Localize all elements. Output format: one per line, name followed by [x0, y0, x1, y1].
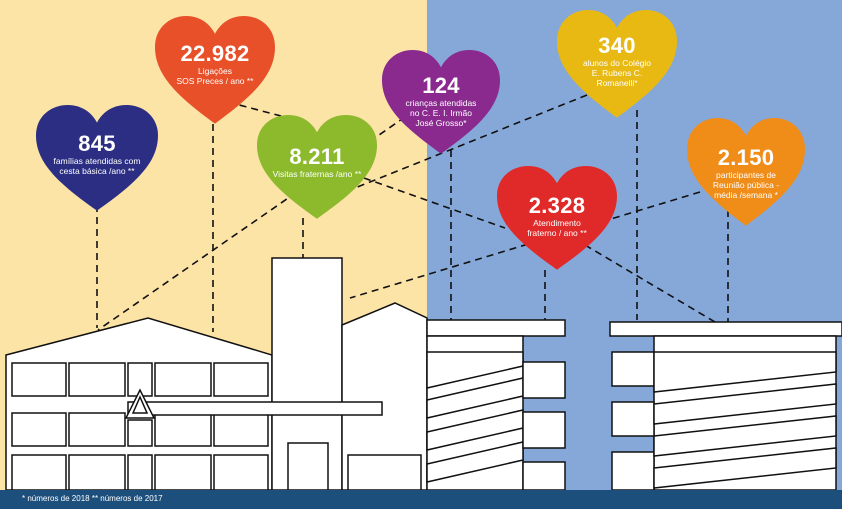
alunos-label-3: Romanelli*	[596, 78, 638, 88]
heart-shape-icon	[497, 166, 617, 270]
footer-bar	[0, 490, 842, 509]
familias-label-2: cesta básica /ano **	[59, 166, 135, 176]
criancas-value: 124	[422, 73, 460, 98]
heart-visitas: 8.211 Visitas fraternas /ano **	[257, 115, 377, 221]
alunos-label-2: E. Rubens C.	[591, 68, 643, 78]
sos-value: 22.982	[180, 41, 250, 66]
alunos-value: 340	[598, 33, 636, 58]
reuniao-label-1: participantes de	[715, 170, 776, 180]
footnote: * números de 2018 ** números de 2017	[22, 494, 163, 503]
familias-label-1: famílias atendidas com	[53, 156, 141, 166]
heart-shape-icon	[557, 10, 677, 118]
heart-shape-icon	[36, 105, 158, 211]
heart-fill	[382, 50, 500, 154]
line-visitas-atend	[363, 177, 506, 229]
heart-shape-icon	[257, 115, 377, 219]
visitas-label-1: Visitas fraternas /ano **	[272, 169, 362, 179]
heart-fill	[36, 105, 158, 211]
reuniao-label-3: média /semana *	[714, 190, 778, 200]
heart-fill	[155, 16, 275, 124]
heart-reuniao: 2.150 participantes de Reunião pública -…	[687, 118, 805, 228]
heart-shape-icon	[687, 118, 805, 226]
heart-sos-preces: 22.982 Ligações SOS Preces / ano **	[155, 16, 275, 126]
sos-label-2: SOS Preces / ano **	[176, 76, 254, 86]
heart-atendimento: 2.328 Atendimento fraterno / ano **	[497, 166, 617, 272]
atendimento-label-2: fraterno / ano **	[527, 228, 587, 238]
criancas-label-2: no C. E. I. Irmão	[410, 108, 472, 118]
heart-shape-icon	[155, 16, 275, 124]
heart-familias: 845 famílias atendidas com cesta básica …	[36, 105, 158, 213]
visitas-value: 8.211	[289, 144, 345, 169]
line-atend-right	[584, 244, 716, 323]
reuniao-label-2: Reunião pública -	[712, 180, 780, 190]
criancas-label-3: José Grosso*	[415, 118, 467, 128]
heart-alunos: 340 alunos do Colégio E. Rubens C. Roman…	[557, 10, 677, 120]
criancas-label-1: crianças atendidas	[405, 98, 477, 108]
heart-shape-icon	[382, 50, 500, 154]
atendimento-label-1: Atendimento	[533, 218, 581, 228]
heart-fill	[257, 115, 377, 219]
heart-fill	[557, 10, 677, 118]
line-alunos-diag	[349, 94, 588, 191]
heart-fill	[497, 166, 617, 270]
atendimento-value: 2.328	[528, 193, 586, 218]
familias-value: 845	[78, 131, 116, 156]
sos-label-1: Ligações	[197, 66, 233, 76]
alunos-label-1: alunos do Colégio	[582, 58, 652, 68]
reuniao-value: 2.150	[717, 145, 775, 170]
heart-criancas: 124 crianças atendidas no C. E. I. Irmão…	[382, 50, 500, 156]
heart-fill	[687, 118, 805, 226]
